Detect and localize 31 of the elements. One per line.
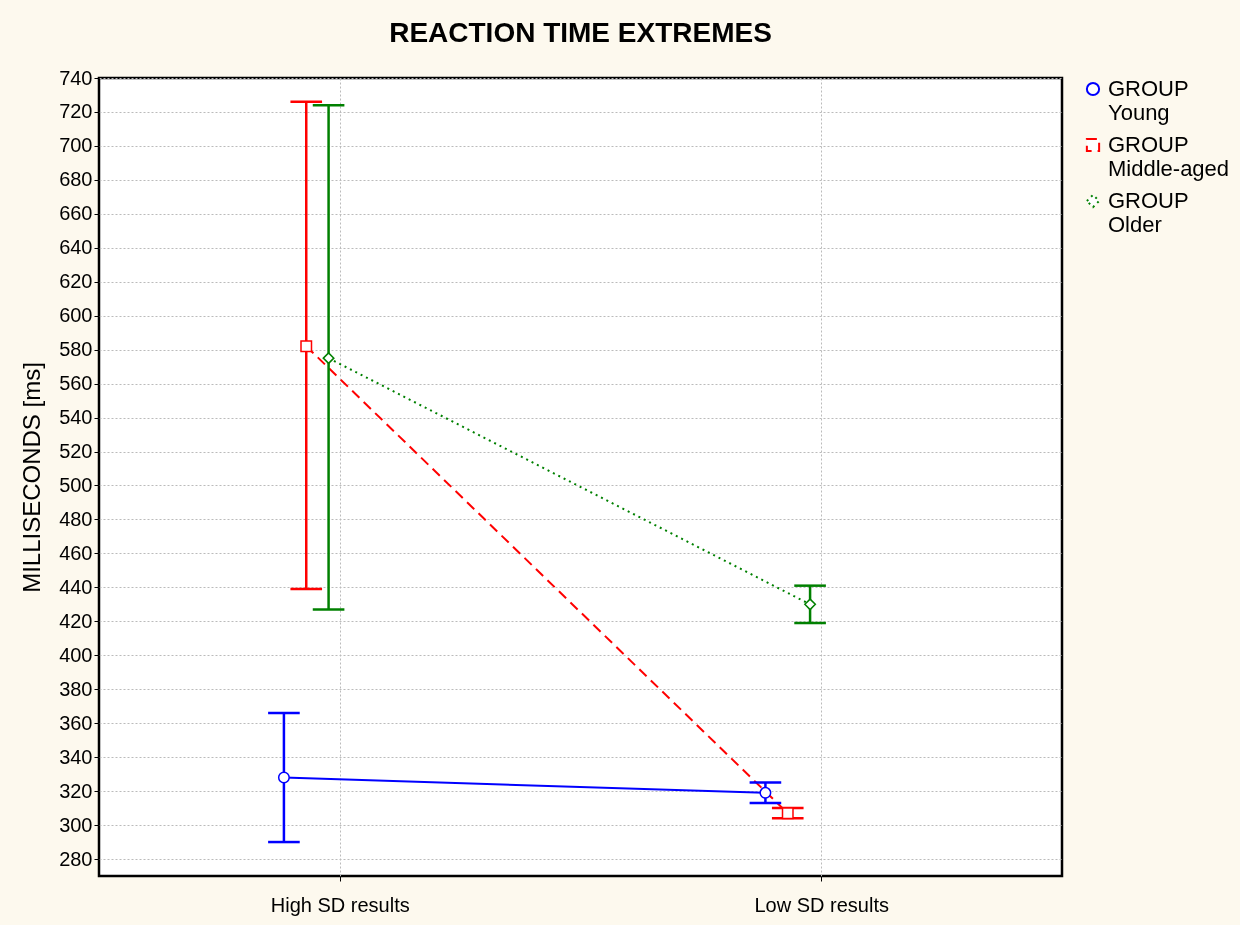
- y-tick-label: 620: [59, 270, 93, 293]
- y-tick-label: 360: [59, 711, 93, 734]
- y-tick-label: 700: [59, 134, 93, 157]
- y-tick-label: 440: [59, 575, 93, 598]
- y-tick-label: 600: [59, 304, 93, 327]
- y-tick-label: 660: [59, 202, 93, 225]
- legend-label: GROUP Older: [1108, 188, 1189, 237]
- legend-label: GROUP Middle-aged: [1108, 132, 1230, 181]
- legend-label: GROUP Young: [1108, 76, 1189, 125]
- y-tick-label: 460: [59, 541, 93, 564]
- y-tick-label: 380: [59, 677, 93, 700]
- x-tick-label: High SD results: [270, 893, 410, 916]
- y-tick-label: 340: [59, 745, 93, 768]
- y-tick-label: 500: [59, 473, 93, 496]
- y-tick-label: 320: [59, 779, 93, 802]
- y-tick-label: 480: [59, 507, 93, 530]
- x-tick-label: Low SD results: [754, 893, 889, 916]
- y-tick-label: 680: [59, 168, 93, 191]
- y-axis-title: MILLISECONDS [ms]: [18, 362, 46, 593]
- y-tick-label: 640: [59, 236, 93, 259]
- y-tick-label: 560: [59, 372, 93, 395]
- y-tick-label: 720: [59, 100, 93, 123]
- y-tick-label: 420: [59, 609, 93, 632]
- y-tick-label: 300: [59, 813, 93, 836]
- y-tick-label: 400: [59, 643, 93, 666]
- chart-title: REACTION TIME EXTREMES: [389, 17, 772, 48]
- y-tick-label: 580: [59, 338, 93, 361]
- y-tick-label: 540: [59, 406, 93, 429]
- y-tick-label: 520: [59, 440, 93, 463]
- y-tick-label: 280: [59, 847, 93, 870]
- y-tick-label: 740: [59, 66, 93, 89]
